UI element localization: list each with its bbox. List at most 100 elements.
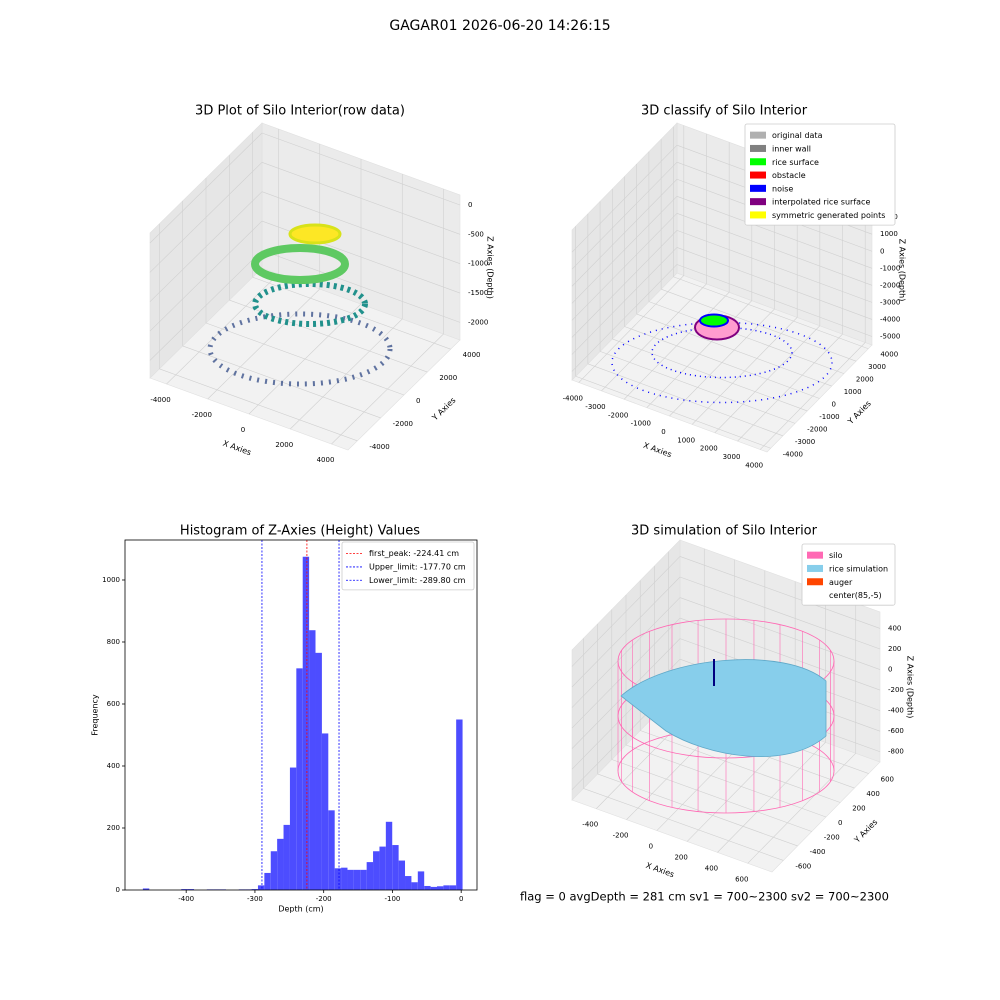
y-tick-label: 0 bbox=[116, 886, 120, 894]
grid-line bbox=[149, 250, 263, 361]
grid-line bbox=[571, 617, 681, 729]
y-axis-label: Frequency bbox=[91, 694, 100, 736]
grid-line bbox=[673, 276, 869, 350]
legend-label: rice surface bbox=[772, 158, 819, 167]
hist-bar bbox=[449, 885, 457, 890]
x-tick-label: -300 bbox=[247, 895, 263, 903]
hist-bar bbox=[405, 876, 412, 890]
cloud-sketch bbox=[699, 313, 729, 328]
z-tick-label: 0 bbox=[888, 666, 892, 674]
hist-bar bbox=[142, 888, 150, 890]
legend-label: obstacle bbox=[772, 171, 806, 180]
y-tick-label: 200 bbox=[107, 824, 120, 832]
legend-label: original data bbox=[772, 131, 823, 140]
hist-bar bbox=[436, 886, 444, 890]
z-tick-label: 200 bbox=[888, 645, 901, 653]
x-tick-label: -2000 bbox=[608, 411, 628, 419]
grid-line bbox=[571, 230, 678, 338]
legend-swatch bbox=[750, 198, 766, 206]
legend-swatch bbox=[807, 578, 823, 586]
grid-line bbox=[640, 730, 841, 803]
y-tick-label: 0 bbox=[416, 397, 420, 405]
chart-title: Histogram of Z-Axies (Height) Values bbox=[180, 524, 420, 539]
grid-line bbox=[571, 196, 678, 304]
x-tick-label: -400 bbox=[582, 821, 598, 829]
grid-line bbox=[149, 132, 263, 244]
y-tick-label: -4000 bbox=[369, 443, 389, 451]
z-tick-label: 1000 bbox=[880, 230, 898, 238]
y-tick-label: -1000 bbox=[819, 413, 839, 421]
cloud-sketch bbox=[207, 311, 393, 387]
legend-box bbox=[801, 543, 896, 606]
hist-bar bbox=[353, 869, 361, 890]
y-tick-label: 1000 bbox=[102, 576, 120, 584]
z-tick-label: 0 bbox=[880, 247, 884, 255]
x-tick-label: 3000 bbox=[723, 453, 741, 461]
y-tick-label: 0 bbox=[838, 819, 842, 827]
y-tick-label: 400 bbox=[107, 762, 120, 770]
x-tick-label: 4000 bbox=[745, 461, 763, 469]
grid-line bbox=[149, 162, 263, 273]
x-tick-label: 0 bbox=[459, 895, 463, 903]
y-tick-label: 400 bbox=[866, 790, 879, 798]
z-tick-label: -1000 bbox=[468, 260, 488, 268]
z-tick-label: -500 bbox=[468, 230, 484, 238]
legend-label: rice simulation bbox=[829, 564, 888, 573]
grid-line bbox=[636, 313, 832, 387]
hist-bar bbox=[283, 824, 290, 890]
hist-bar bbox=[296, 668, 303, 890]
y-tick-label: 2000 bbox=[856, 376, 874, 384]
hist-bar bbox=[270, 851, 278, 890]
grid-line bbox=[583, 788, 784, 861]
hist-bar bbox=[398, 860, 406, 890]
grid-line bbox=[676, 264, 873, 337]
y-tick-label: -3000 bbox=[795, 438, 815, 446]
hist-bar bbox=[366, 862, 374, 890]
x-tick-label: -1000 bbox=[631, 420, 651, 428]
hist-bar bbox=[187, 889, 195, 890]
x-tick-label: 200 bbox=[674, 853, 687, 861]
grid-line bbox=[571, 247, 678, 355]
x-tick-label: 400 bbox=[705, 864, 718, 872]
x-tick-label: -100 bbox=[384, 895, 400, 903]
y-tick-label: -2000 bbox=[393, 420, 413, 428]
y-tick-label: 600 bbox=[107, 700, 120, 708]
cloud-sketch bbox=[651, 326, 793, 379]
hist-bar bbox=[334, 868, 342, 890]
legend-label: center(85,-5) bbox=[829, 591, 882, 600]
axes-frame bbox=[124, 539, 478, 891]
hist-bar bbox=[181, 889, 188, 890]
chart-title: 3D classify of Silo Interior bbox=[641, 104, 808, 119]
y-tick-label: -4000 bbox=[783, 450, 803, 458]
grid-line bbox=[624, 326, 820, 399]
x-tick-label: 0 bbox=[661, 428, 665, 436]
z-tick-label: 400 bbox=[888, 624, 901, 632]
legend-label: interpolated rice surface bbox=[772, 198, 870, 207]
hist-bar bbox=[277, 838, 284, 890]
z-tick-label: -200 bbox=[888, 686, 904, 694]
grid-line bbox=[571, 161, 678, 270]
hist-bar bbox=[315, 652, 322, 890]
grid-line bbox=[571, 597, 681, 708]
hist-bar bbox=[309, 630, 316, 890]
hist-bar bbox=[424, 885, 431, 890]
grid-line bbox=[571, 144, 678, 253]
y-tick-label: 0 bbox=[832, 401, 836, 409]
y-tick-label: 200 bbox=[852, 805, 865, 813]
hist-bar bbox=[392, 845, 399, 890]
legend-swatch bbox=[750, 184, 766, 192]
legend-label: inner wall bbox=[772, 144, 811, 153]
legend-label: auger bbox=[829, 578, 853, 587]
z-axis-label: Z Axies (Depth) bbox=[906, 656, 915, 719]
hist-bar bbox=[328, 810, 335, 890]
hist-bar bbox=[302, 556, 310, 890]
z-tick-label: -400 bbox=[888, 707, 904, 715]
y-tick-label: 3000 bbox=[868, 363, 886, 371]
legend-label: Upper_limit: -177.70 cm bbox=[369, 562, 466, 571]
legend-swatch bbox=[750, 131, 766, 139]
x-tick-label: -2000 bbox=[192, 411, 212, 419]
y-tick-label: 1000 bbox=[844, 388, 862, 396]
grid-line bbox=[571, 576, 681, 688]
legend-box bbox=[341, 541, 475, 591]
